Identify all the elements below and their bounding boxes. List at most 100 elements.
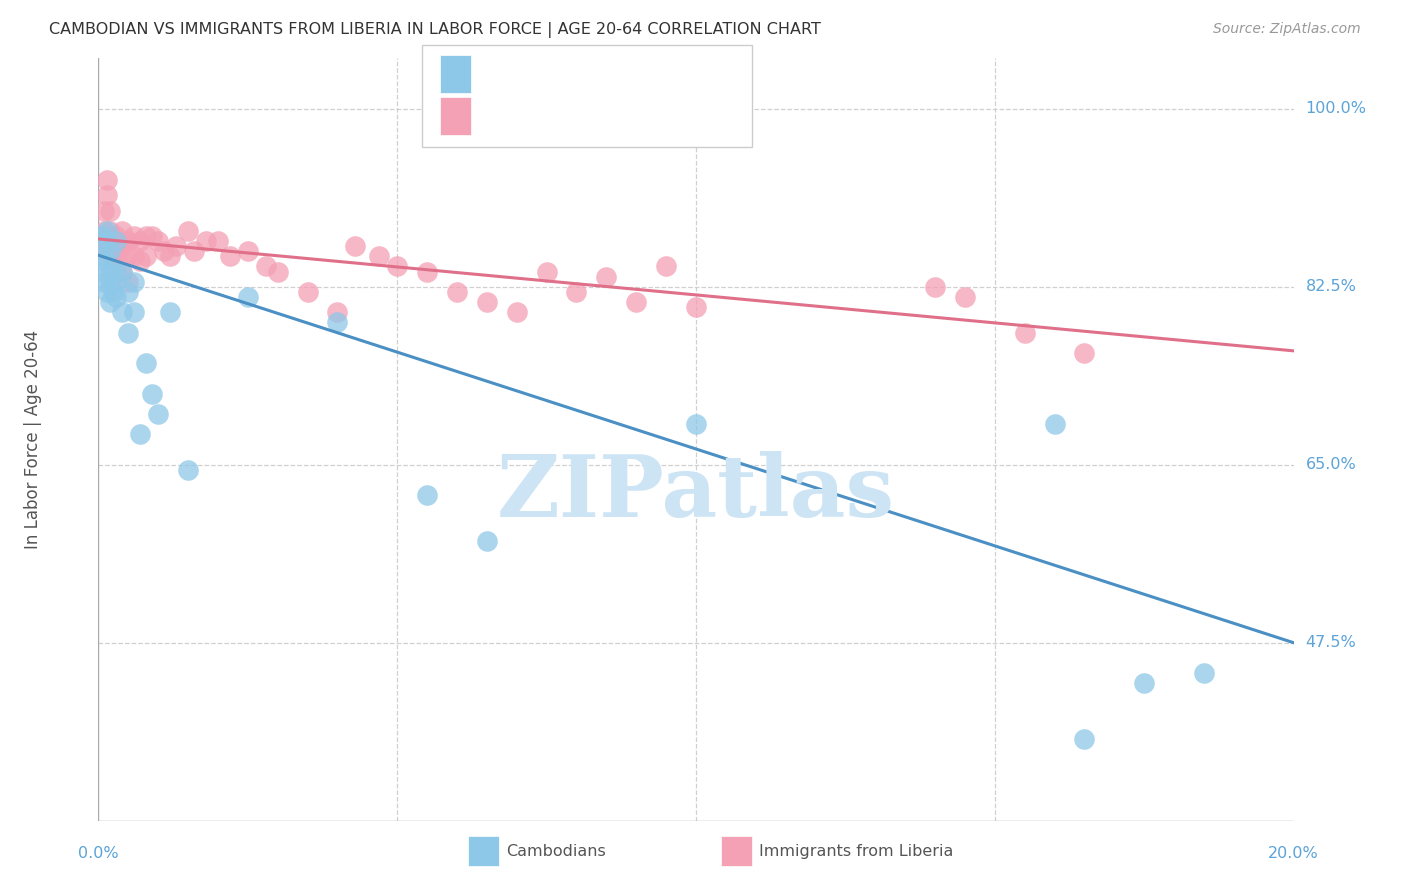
Point xyxy=(93,264,115,278)
Point xyxy=(183,244,205,259)
Point xyxy=(655,260,678,274)
Text: -0.240: -0.240 xyxy=(529,109,586,123)
Point xyxy=(124,305,146,319)
Point xyxy=(141,228,163,243)
Point xyxy=(105,290,128,304)
Point xyxy=(93,234,115,248)
Point xyxy=(98,295,122,310)
Point xyxy=(105,228,128,243)
Point xyxy=(148,407,170,421)
Point xyxy=(105,244,128,259)
Point xyxy=(924,280,946,294)
Point xyxy=(98,203,122,218)
Point xyxy=(117,234,139,248)
Point xyxy=(165,239,187,253)
Text: 20.0%: 20.0% xyxy=(1268,847,1319,861)
Point xyxy=(267,264,290,278)
Point xyxy=(124,275,146,289)
Point xyxy=(685,417,707,431)
Point xyxy=(105,275,128,289)
Text: R =: R = xyxy=(482,67,517,81)
Point xyxy=(1014,326,1036,340)
Point xyxy=(595,269,617,284)
Point xyxy=(105,234,128,248)
Point xyxy=(685,300,707,314)
Text: Cambodians: Cambodians xyxy=(506,845,606,859)
Point xyxy=(93,249,115,263)
Point xyxy=(506,305,529,319)
Text: ZIPatlas: ZIPatlas xyxy=(496,450,896,534)
Point xyxy=(105,249,128,263)
Point xyxy=(111,239,134,253)
Point xyxy=(159,249,181,263)
Point xyxy=(93,244,115,259)
Point xyxy=(96,173,118,187)
Point xyxy=(1073,346,1095,360)
Point xyxy=(297,285,319,299)
Point xyxy=(93,224,115,238)
Point xyxy=(135,249,157,263)
Point xyxy=(565,285,588,299)
Text: N =: N = xyxy=(616,109,652,123)
Point xyxy=(446,285,468,299)
Point xyxy=(93,254,115,268)
Point xyxy=(254,260,277,274)
Point xyxy=(368,249,391,263)
Point xyxy=(135,356,157,370)
Point xyxy=(236,244,259,259)
Point xyxy=(91,228,114,243)
Point xyxy=(117,326,139,340)
Point xyxy=(1133,676,1156,690)
Point xyxy=(98,244,122,259)
Point xyxy=(96,224,118,238)
Text: -0.441: -0.441 xyxy=(529,67,586,81)
Point xyxy=(177,463,200,477)
Point xyxy=(626,295,648,310)
Point xyxy=(111,264,134,278)
Point xyxy=(416,488,439,502)
Point xyxy=(90,228,112,243)
Point xyxy=(177,224,200,238)
Point xyxy=(98,224,122,238)
Text: N =: N = xyxy=(616,67,652,81)
Point xyxy=(326,315,349,329)
Text: In Labor Force | Age 20-64: In Labor Force | Age 20-64 xyxy=(24,330,42,549)
Text: CAMBODIAN VS IMMIGRANTS FROM LIBERIA IN LABOR FORCE | AGE 20-64 CORRELATION CHAR: CAMBODIAN VS IMMIGRANTS FROM LIBERIA IN … xyxy=(49,22,821,38)
Point xyxy=(96,188,118,202)
Point xyxy=(129,234,152,248)
Point xyxy=(475,295,498,310)
Point xyxy=(153,244,176,259)
Point xyxy=(117,249,139,263)
Point xyxy=(1043,417,1066,431)
Point xyxy=(536,264,558,278)
Point xyxy=(326,305,349,319)
Point xyxy=(103,249,125,263)
Point xyxy=(117,285,139,299)
Point xyxy=(98,244,122,259)
Point xyxy=(1073,732,1095,747)
Point xyxy=(91,234,114,248)
Point xyxy=(344,239,367,253)
Point xyxy=(93,203,115,218)
Point xyxy=(219,249,242,263)
Point xyxy=(953,290,976,304)
Point xyxy=(111,305,134,319)
Point xyxy=(236,290,259,304)
Point xyxy=(475,533,498,548)
Point xyxy=(129,427,152,442)
Text: Immigrants from Liberia: Immigrants from Liberia xyxy=(759,845,953,859)
Point xyxy=(124,249,146,263)
Point xyxy=(159,305,181,319)
Point xyxy=(129,254,152,268)
Point xyxy=(111,264,134,278)
Point xyxy=(385,260,409,274)
Text: 0.0%: 0.0% xyxy=(79,847,118,861)
Point xyxy=(207,234,229,248)
Text: 47.5%: 47.5% xyxy=(1306,635,1357,650)
Point xyxy=(103,285,125,299)
Point xyxy=(108,239,131,253)
Text: 38: 38 xyxy=(658,67,681,81)
Point xyxy=(93,234,115,248)
Point xyxy=(98,275,122,289)
Point xyxy=(135,228,157,243)
